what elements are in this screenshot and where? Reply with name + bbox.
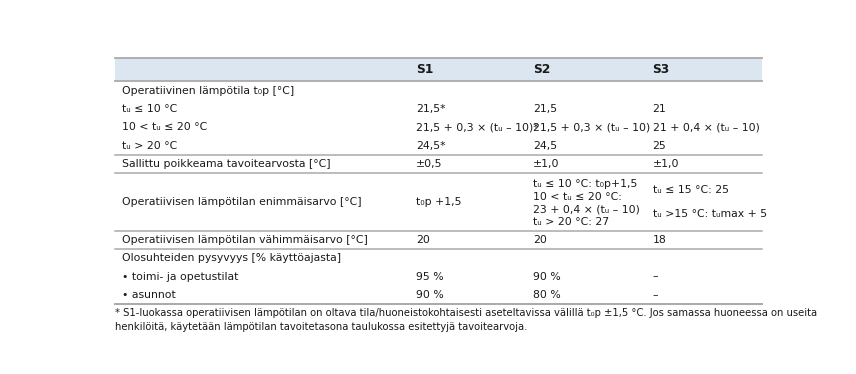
Text: 90 %: 90 % [416,290,444,300]
Text: 21,5*: 21,5* [416,104,446,114]
Text: 80 %: 80 % [532,290,561,300]
Text: Operatiivisen lämpötilan enimmäisarvo [°C]: Operatiivisen lämpötilan enimmäisarvo [°… [122,197,361,207]
Text: tᵤ > 20 °C: tᵤ > 20 °C [122,141,177,151]
Text: • toimi- ja opetustilat: • toimi- ja opetustilat [122,272,238,282]
Text: t₀p +1,5: t₀p +1,5 [416,197,461,207]
Text: S2: S2 [532,63,550,76]
Text: ±0,5: ±0,5 [416,159,443,169]
Text: 10 < tᵤ ≤ 20 °C:: 10 < tᵤ ≤ 20 °C: [532,191,621,202]
Text: 21,5 + 0,3 × (tᵤ – 10): 21,5 + 0,3 × (tᵤ – 10) [532,122,650,132]
Text: • asunnot: • asunnot [122,290,175,300]
Text: 20: 20 [416,235,430,245]
Text: 18: 18 [652,235,666,245]
Text: tᵤ >15 °C: tᵤmax + 5: tᵤ >15 °C: tᵤmax + 5 [652,209,767,219]
Text: * S1-luokassa operatiivisen lämpötilan on oltava tila/huoneistokohtaisesti asete: * S1-luokassa operatiivisen lämpötilan o… [115,309,817,332]
Text: Operatiivisen lämpötilan vähimmäisarvo [°C]: Operatiivisen lämpötilan vähimmäisarvo [… [122,235,367,245]
Text: –: – [652,290,658,300]
Text: Sallittu poikkeama tavoitearvosta [°C]: Sallittu poikkeama tavoitearvosta [°C] [122,159,330,169]
Text: ±1,0: ±1,0 [532,159,559,169]
Text: –: – [652,272,658,282]
Text: S3: S3 [652,63,669,76]
Text: 25: 25 [652,141,666,151]
Text: tᵤ ≤ 10 °C: t₀p+1,5: tᵤ ≤ 10 °C: t₀p+1,5 [532,179,637,189]
Text: 90 %: 90 % [532,272,561,282]
Text: ±1,0: ±1,0 [652,159,679,169]
Text: tᵤ ≤ 15 °C: 25: tᵤ ≤ 15 °C: 25 [652,185,728,195]
Text: 95 %: 95 % [416,272,443,282]
Text: tᵤ ≤ 10 °C: tᵤ ≤ 10 °C [122,104,177,114]
Text: 21 + 0,4 × (tᵤ – 10): 21 + 0,4 × (tᵤ – 10) [652,122,759,132]
Text: tᵤ > 20 °C: 27: tᵤ > 20 °C: 27 [532,217,609,227]
Text: 10 < tᵤ ≤ 20 °C: 10 < tᵤ ≤ 20 °C [122,122,207,132]
Text: Operatiivinen lämpötila t₀p [°C]: Operatiivinen lämpötila t₀p [°C] [122,86,294,96]
Text: S1: S1 [416,63,434,76]
Text: 21: 21 [652,104,666,114]
Text: Olosuhteiden pysyvyys [% käyttöajasta]: Olosuhteiden pysyvyys [% käyttöajasta] [122,253,341,263]
Text: 24,5: 24,5 [532,141,557,151]
Text: 23 + 0,4 × (tᵤ – 10): 23 + 0,4 × (tᵤ – 10) [532,204,639,214]
Text: 24,5*: 24,5* [416,141,446,151]
Bar [115,58,763,82]
Text: 20: 20 [532,235,547,245]
Text: 21,5: 21,5 [532,104,557,114]
Text: 21,5 + 0,3 × (tᵤ – 10)*: 21,5 + 0,3 × (tᵤ – 10)* [416,122,538,132]
